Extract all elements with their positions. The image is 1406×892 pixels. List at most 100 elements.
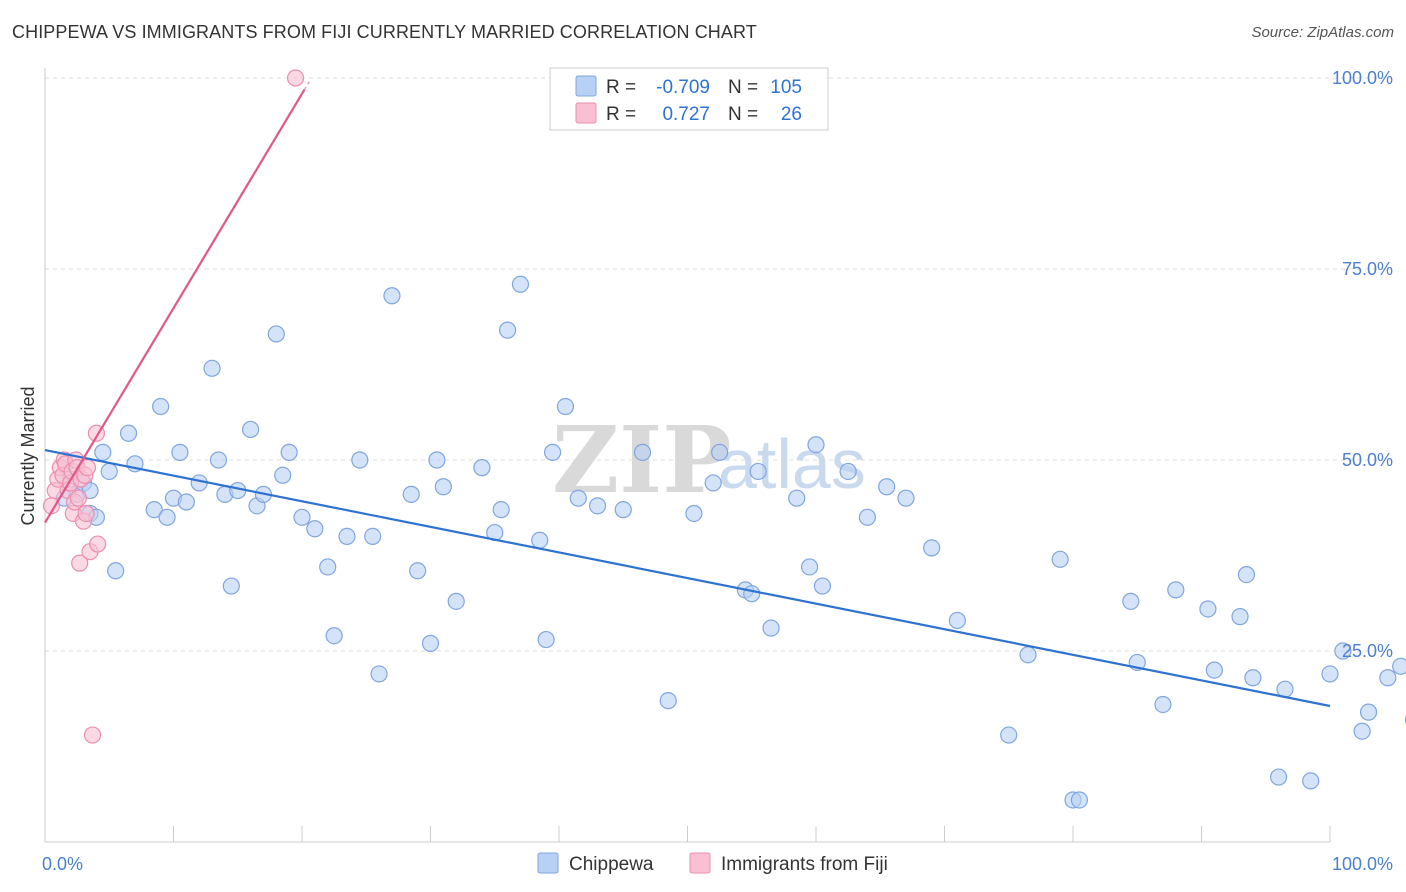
chippewa-point [434, 478, 452, 496]
stats-legend: R = -0.709 N = 105 R = 0.727 N = 26 [549, 67, 829, 131]
chippewa-point [177, 493, 195, 511]
chippewa-point [511, 275, 530, 293]
chippewa-point [1237, 565, 1256, 584]
chippewa-point [749, 462, 767, 481]
chippewa-point [203, 359, 221, 377]
chippewa-point [807, 436, 825, 454]
chippewa-point [107, 562, 125, 580]
grid-layer [45, 77, 1392, 652]
fiji-point [78, 459, 97, 477]
chippewa-point [158, 508, 176, 526]
chippewa-point [1205, 661, 1223, 679]
tick-label-layer: 25.0% 50.0% 75.0% 100.0% 0.0% 100.0% [42, 68, 1393, 874]
chippewa-point [1154, 695, 1172, 714]
fiji-point [77, 504, 95, 523]
points-layer [42, 69, 1406, 809]
chippewa-point [402, 485, 420, 503]
chart-source: Source: ZipAtlas.com [1251, 24, 1394, 41]
chippewa-point [1051, 550, 1069, 568]
chippewa-point [556, 397, 575, 416]
legend-n-label-fiji: N = [728, 104, 758, 125]
fiji-trend-extension [303, 80, 311, 90]
chippewa-point [1122, 592, 1140, 610]
chippewa-point [1269, 768, 1288, 786]
chippewa-point [267, 325, 285, 343]
chippewa-point [306, 520, 324, 538]
chippewa-point [100, 462, 118, 481]
chippewa-point [839, 462, 857, 481]
chippewa-point [1070, 791, 1089, 809]
legend-r-label-chippewa: R = [606, 77, 636, 98]
chippewa-point [428, 451, 446, 469]
chart-title: CHIPPEWA VS IMMIGRANTS FROM FIJI CURRENT… [12, 22, 757, 42]
chippewa-point [325, 627, 343, 645]
chippewa-point [858, 508, 877, 526]
chippewa-point [421, 634, 440, 652]
series-legend-swatch-chippewa [537, 852, 559, 874]
chippewa-point [1000, 726, 1018, 744]
chippewa-point [659, 692, 677, 710]
chippewa-point [813, 577, 832, 595]
chippewa-point [1334, 642, 1352, 660]
chippewa-point [1276, 680, 1294, 698]
chippewa-point [1302, 772, 1320, 790]
chippewa-point [1359, 703, 1378, 721]
chippewa-point [711, 443, 729, 461]
chippewa-point [633, 443, 652, 461]
chippewa-point [351, 451, 369, 469]
trend-layer [44, 80, 1331, 708]
fiji-point [71, 554, 89, 572]
chippewa-point [897, 489, 915, 507]
fiji-point [89, 535, 107, 553]
chippewa-point [948, 611, 966, 630]
chippewa-point [473, 459, 491, 477]
chippewa-point [119, 424, 138, 442]
chippewa-point [1167, 581, 1185, 599]
chippewa-point [1244, 669, 1262, 687]
chippewa-point [145, 501, 163, 519]
legend-r-value-fiji: 0.727 [662, 104, 710, 125]
chippewa-point [370, 665, 388, 683]
fiji-point [286, 69, 305, 87]
chippewa-point [492, 501, 510, 519]
legend-n-label-chippewa: N = [728, 77, 758, 98]
chippewa-point [762, 619, 780, 637]
chippewa-point [222, 577, 240, 595]
chippewa-point [242, 420, 260, 439]
y-tick-label: 75.0% [1342, 259, 1393, 279]
chippewa-point [293, 508, 311, 526]
legend-n-value-chippewa: 105 [770, 77, 802, 98]
chippewa-point [923, 539, 941, 557]
chippewa-point [447, 592, 465, 610]
chippewa-point [274, 466, 292, 484]
series-legend: Chippewa Immigrants from Fiji [537, 852, 888, 875]
chippewa-point [1019, 646, 1037, 664]
chippewa-point [537, 630, 555, 649]
chippewa-point [364, 527, 382, 546]
chippewa-point [800, 558, 819, 576]
y-tick-label: 25.0% [1342, 641, 1393, 661]
x-tick-label: 100.0% [1332, 854, 1393, 874]
series-legend-label-fiji: Immigrants from Fiji [721, 854, 888, 875]
chippewa-point [409, 562, 427, 580]
watermark-atlas: atlas [718, 425, 866, 503]
chippewa-point [152, 397, 170, 416]
chippewa-point [588, 497, 607, 515]
series-legend-label-chippewa: Chippewa [569, 854, 654, 875]
chippewa-point [531, 531, 549, 549]
chippewa-point [569, 489, 587, 507]
chippewa-point [209, 451, 228, 469]
chippewa-point [383, 287, 401, 305]
axes-layer [44, 68, 1331, 843]
fiji-point [83, 726, 102, 744]
chippewa-point [878, 478, 896, 496]
legend-r-value-chippewa: -0.709 [656, 77, 710, 98]
chippewa-point [685, 504, 703, 523]
fiji-point [69, 489, 88, 507]
chippewa-point [1392, 657, 1406, 675]
chippewa-point [1321, 665, 1339, 683]
chippewa-point [280, 443, 298, 461]
legend-n-value-fiji: 26 [781, 104, 802, 125]
chippewa-point [171, 443, 189, 461]
